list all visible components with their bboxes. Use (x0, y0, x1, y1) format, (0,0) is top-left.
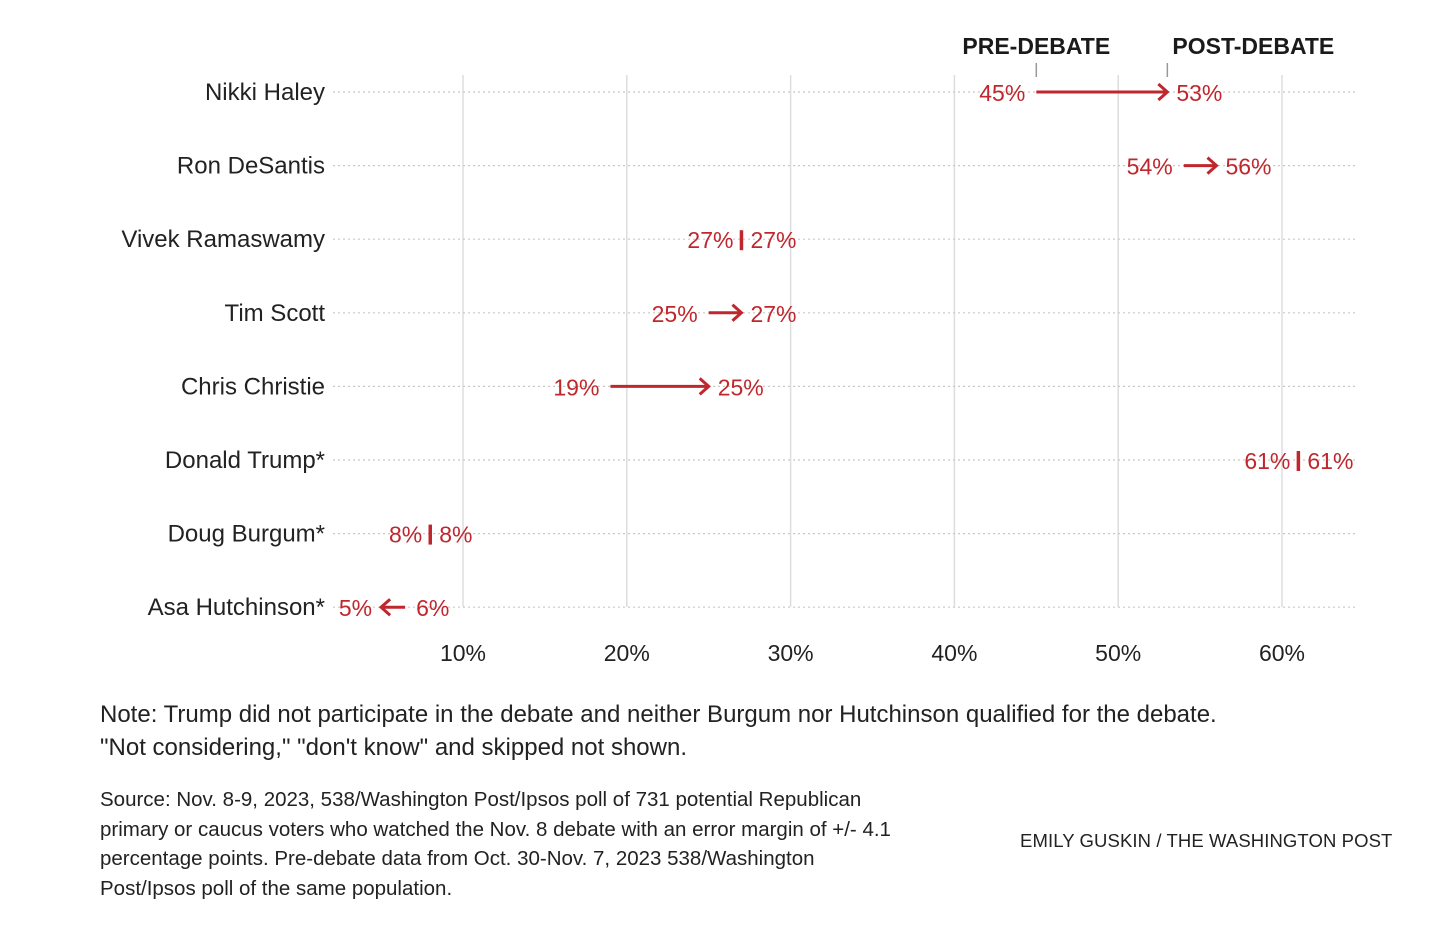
chart-credit: EMILY GUSKIN / THE WASHINGTON POST (1020, 830, 1393, 851)
x-tick-label: 60% (1259, 640, 1305, 666)
category-label: Donald Trump* (165, 447, 325, 474)
pre-value-label: 61% (1244, 448, 1290, 474)
pre-value-label: 8% (389, 522, 422, 548)
post-value-label: 25% (718, 374, 764, 400)
post-value-label: 53% (1176, 80, 1222, 106)
x-tick-label: 30% (768, 640, 814, 666)
x-tick-label: 50% (1095, 640, 1141, 666)
category-label: Vivek Ramaswamy (121, 226, 325, 253)
pre-value-label: 25% (652, 301, 698, 327)
category-label: Doug Burgum* (168, 521, 325, 548)
change-arrow-head (731, 303, 744, 322)
source-line-3: percentage points. Pre-debate data from … (100, 847, 815, 870)
source-line-1: Source: Nov. 8-9, 2023, 538/Washington P… (100, 788, 862, 811)
change-arrow-head (1157, 82, 1170, 102)
post-value-label: 27% (750, 301, 796, 327)
x-tick-label: 20% (604, 640, 650, 666)
category-label: Asa Hutchinson* (148, 594, 325, 621)
category-label: Ron DeSantis (177, 153, 325, 180)
x-tick-label: 10% (440, 640, 486, 666)
source-line-2: primary or caucus voters who watched the… (100, 817, 891, 841)
chart-source: Source: Nov. 8-9, 2023, 538/Washington P… (100, 785, 1000, 903)
pre-value-label: 54% (1127, 154, 1173, 180)
note-line-2: "Not considering," "don't know" and skip… (100, 734, 688, 761)
source-line-4: Post/Ipsos poll of the same population. (100, 876, 453, 900)
pre-value-label: 19% (553, 374, 599, 400)
pre-value-label: 27% (687, 227, 733, 253)
pre-value-label: 6% (416, 595, 449, 621)
change-arrow-head (698, 377, 711, 396)
category-label: Nikki Haley (205, 79, 325, 106)
post-value-label: 5% (339, 595, 372, 621)
category-label: Tim Scott (225, 300, 326, 327)
chart-note: Note: Trump did not participate in the d… (100, 698, 1400, 764)
post-value-label: 8% (439, 522, 472, 548)
note-line-1: Note: Trump did not participate in the d… (100, 701, 1217, 728)
post-value-label: 56% (1225, 154, 1271, 180)
pre-value-label: 45% (979, 80, 1025, 106)
post-value-label: 61% (1307, 448, 1353, 474)
post-value-label: 27% (750, 227, 796, 253)
x-tick-label: 40% (931, 640, 977, 666)
change-arrow-head (1206, 156, 1219, 175)
legend-pre-label: PRE-DEBATE (962, 33, 1110, 59)
dumbbell-chart: 10% 20% 30% 40% 50% 60% Nikki Haley Ron DeSanti… (121, 33, 1358, 666)
category-label: Chris Christie (181, 373, 325, 400)
legend-post-label: POST-DEBATE (1172, 33, 1334, 59)
change-arrow-head (378, 598, 392, 617)
